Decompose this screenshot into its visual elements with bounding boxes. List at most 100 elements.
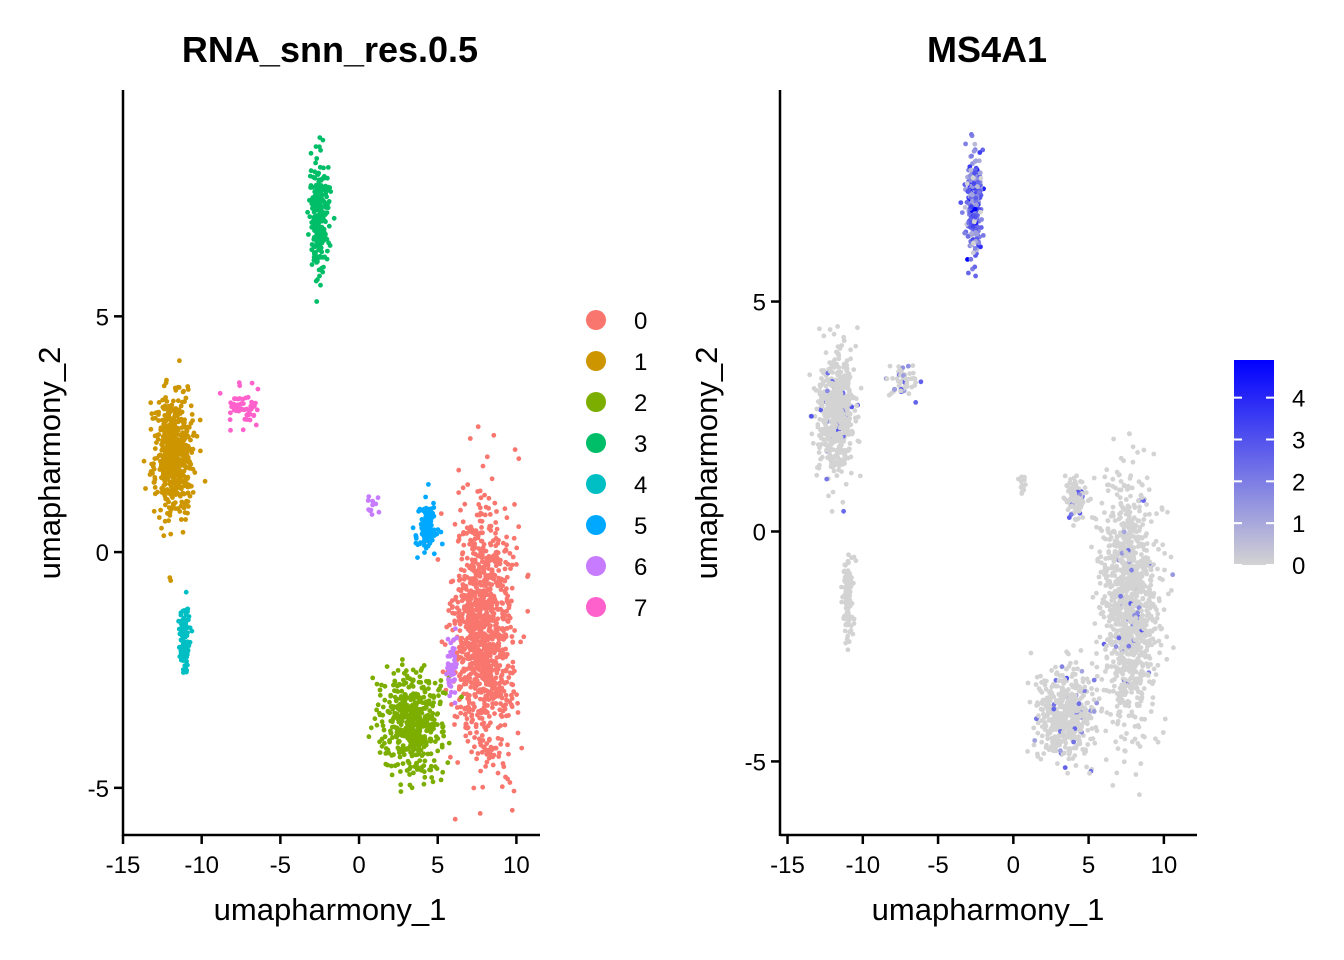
scatter-point <box>1133 615 1139 621</box>
scatter-point <box>1105 573 1110 579</box>
scatter-point <box>1066 687 1071 692</box>
scatter-point <box>484 645 489 650</box>
scatter-point <box>316 177 322 183</box>
scatter-point <box>474 756 479 762</box>
scatter-point <box>1113 579 1118 584</box>
scatter-point <box>387 699 392 705</box>
scatter-point <box>1099 528 1105 534</box>
scatter-point <box>1070 756 1076 761</box>
scatter-point <box>426 726 432 732</box>
scatter-point <box>1106 482 1112 488</box>
scatter-point <box>1095 558 1101 564</box>
scatter-point <box>182 510 188 515</box>
scatter-point <box>484 670 490 676</box>
scatter-point <box>821 417 827 423</box>
scatter-point <box>484 454 490 460</box>
scatter-point <box>476 709 481 714</box>
left-chart-title: RNA_snn_res.0.5 <box>182 29 478 70</box>
scatter-point <box>831 468 837 474</box>
scatter-point <box>171 454 177 459</box>
scatter-point <box>1111 612 1117 617</box>
scatter-point <box>1117 532 1123 538</box>
scatter-point <box>845 406 851 412</box>
scatter-point <box>456 467 462 473</box>
scatter-point <box>467 678 472 684</box>
scatter-point <box>1100 609 1106 615</box>
scatter-point <box>828 391 834 397</box>
scatter-point <box>397 682 403 688</box>
legend-label: 7 <box>634 595 647 622</box>
scatter-point <box>249 399 255 405</box>
scatter-point <box>1036 713 1041 719</box>
scatter-point <box>483 764 488 769</box>
scatter-point <box>1104 665 1110 670</box>
scatter-point <box>1062 765 1068 770</box>
scatter-point <box>486 618 492 624</box>
scatter-point <box>1124 581 1129 586</box>
left-scatter-points <box>141 135 531 822</box>
scatter-point <box>1137 631 1143 637</box>
scatter-point <box>493 520 499 525</box>
legend-label: 4 <box>634 472 647 499</box>
scatter-point <box>503 547 509 552</box>
scatter-point <box>1157 623 1163 629</box>
scatter-point <box>831 331 837 337</box>
scatter-point <box>1112 543 1117 548</box>
scatter-point <box>314 231 320 237</box>
scatter-point <box>452 657 457 663</box>
scatter-point <box>427 518 432 524</box>
scatter-point <box>1111 627 1117 632</box>
scatter-point <box>180 652 185 657</box>
scatter-point <box>228 400 234 406</box>
scatter-point <box>1103 556 1109 561</box>
scatter-point <box>423 494 428 500</box>
scatter-point <box>1074 708 1080 714</box>
scatter-point <box>321 236 326 241</box>
scatter-point <box>310 184 316 190</box>
scatter-point <box>1125 503 1131 509</box>
scatter-point <box>448 672 454 678</box>
scatter-point <box>478 495 484 501</box>
scatter-point <box>1142 672 1148 677</box>
scatter-point <box>1123 497 1129 502</box>
scatter-point <box>1154 511 1159 517</box>
scatter-point <box>1055 683 1060 689</box>
scatter-point <box>447 693 453 699</box>
scatter-point <box>152 485 158 490</box>
scatter-point <box>1073 763 1079 768</box>
scatter-point <box>491 611 497 616</box>
scatter-point <box>1052 737 1058 743</box>
scatter-point <box>510 640 516 645</box>
scatter-point <box>479 688 485 693</box>
scatter-point <box>1070 684 1076 690</box>
scatter-point <box>1160 577 1165 583</box>
scatter-point <box>1041 751 1047 756</box>
scatter-point <box>1135 498 1141 504</box>
scatter-point <box>842 455 848 460</box>
scatter-point <box>227 417 233 423</box>
scatter-point <box>312 169 318 175</box>
scatter-point <box>470 707 476 713</box>
scatter-point <box>467 580 473 586</box>
scatter-point <box>156 418 162 423</box>
scatter-point <box>1117 567 1123 573</box>
scatter-point <box>510 659 516 665</box>
scatter-point <box>1084 764 1089 770</box>
scatter-point <box>380 704 386 710</box>
scatter-point <box>1137 792 1142 798</box>
scatter-point <box>1116 692 1121 698</box>
scatter-point <box>448 754 453 760</box>
scatter-point <box>509 807 515 813</box>
scatter-point <box>510 664 516 670</box>
scatter-point <box>365 498 371 503</box>
scatter-point <box>1118 734 1124 740</box>
scatter-point <box>1089 515 1095 520</box>
scatter-point <box>495 616 501 622</box>
scatter-point <box>1151 451 1157 457</box>
scatter-point <box>167 437 173 443</box>
scatter-point <box>460 585 466 591</box>
scatter-point <box>446 677 451 682</box>
scatter-point <box>1055 761 1060 766</box>
scatter-point <box>1154 615 1160 621</box>
scatter-point <box>174 485 179 491</box>
